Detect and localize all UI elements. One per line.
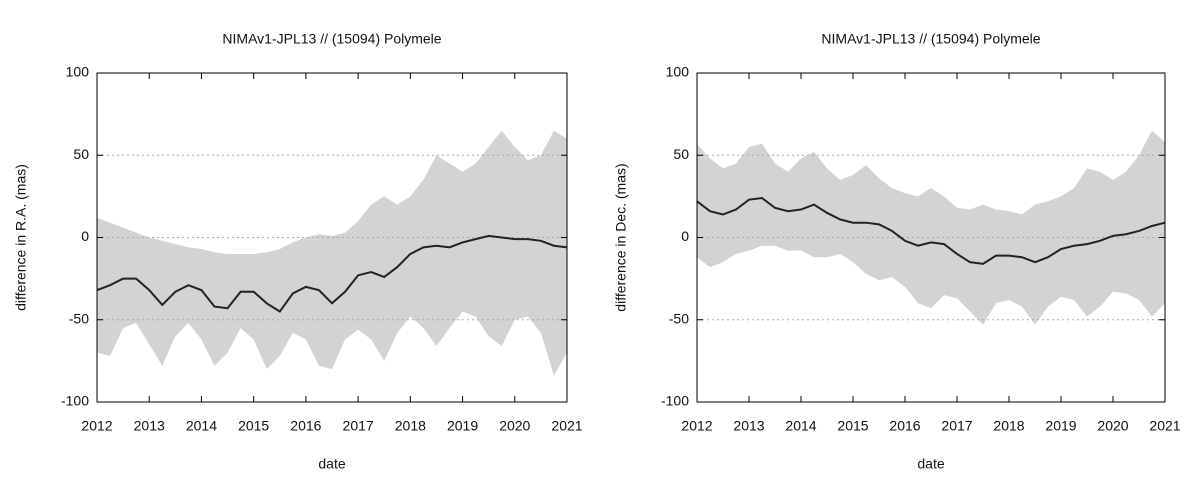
y-tick-label: 50 <box>73 146 89 162</box>
y-tick-label: -50 <box>669 310 689 326</box>
y-tick-label: 100 <box>66 64 90 80</box>
x-tick-label: 2018 <box>993 418 1024 434</box>
x-tick-label: 2019 <box>447 418 478 434</box>
x-tick-label: 2014 <box>785 418 816 434</box>
x-tick-label: 2012 <box>681 418 712 434</box>
y-tick-label: 100 <box>666 64 690 80</box>
x-tick-label: 2019 <box>1045 418 1076 434</box>
x-tick-label: 2016 <box>290 418 321 434</box>
x-tick-label: 2015 <box>238 418 269 434</box>
x-tick-label: 2020 <box>1097 418 1128 434</box>
y-tick-label: -100 <box>61 393 89 409</box>
y-tick-label: -100 <box>661 393 689 409</box>
x-tick-label: 2017 <box>343 418 374 434</box>
y-tick-label: -50 <box>69 310 89 326</box>
y-axis-label: difference in R.A. (mas) <box>13 164 29 311</box>
x-tick-label: 2017 <box>941 418 972 434</box>
x-axis-label: date <box>917 456 944 472</box>
x-tick-label: 2021 <box>551 418 582 434</box>
x-tick-label: 2020 <box>499 418 530 434</box>
uncertainty-band <box>697 130 1165 325</box>
y-tick-label: 0 <box>81 228 89 244</box>
uncertainty-band <box>97 130 567 376</box>
x-tick-label: 2014 <box>186 418 217 434</box>
plot-frame <box>96 72 568 403</box>
x-tick-label: 2012 <box>81 418 112 434</box>
x-tick-label: 2021 <box>1149 418 1180 434</box>
x-tick-label: 2018 <box>395 418 426 434</box>
y-tick-label: 0 <box>681 228 689 244</box>
x-tick-label: 2016 <box>889 418 920 434</box>
y-tick-label: 50 <box>673 146 689 162</box>
data-line <box>696 196 1166 265</box>
chart-title: NIMAv1-JPL13 // (15094) Polymele <box>821 31 1040 47</box>
x-tick-label: 2015 <box>837 418 868 434</box>
x-tick-label: 2013 <box>134 418 165 434</box>
x-axis-label: date <box>318 456 345 472</box>
y-axis-label: difference in Dec. (mas) <box>613 163 629 311</box>
plot-frame <box>696 72 1166 403</box>
x-tick-label: 2013 <box>733 418 764 434</box>
data-line <box>96 234 568 313</box>
chart-title: NIMAv1-JPL13 // (15094) Polymele <box>222 31 441 47</box>
